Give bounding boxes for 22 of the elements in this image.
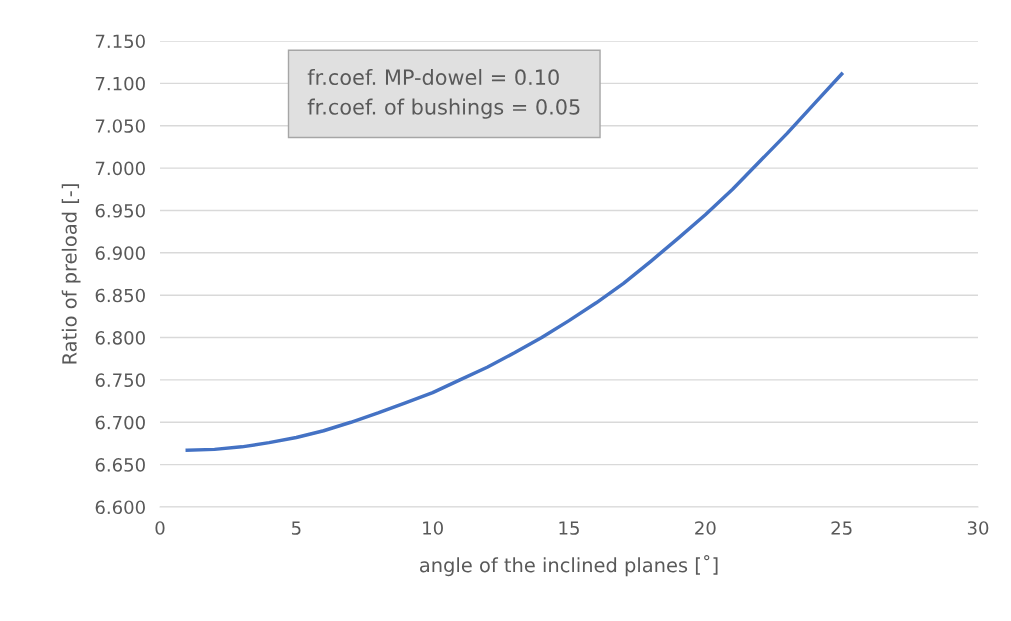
y-tick-label: 7.150 bbox=[95, 34, 145, 49]
x-tick-label: 5 bbox=[291, 521, 301, 535]
y-tick-label: 6.750 bbox=[95, 373, 145, 388]
x-tick-label: 30 bbox=[967, 521, 989, 535]
x-tick-label: 25 bbox=[831, 521, 852, 535]
y-tick-label: 7.100 bbox=[95, 76, 145, 91]
y-tick-label: 7.050 bbox=[95, 119, 145, 133]
x-tick-label: 15 bbox=[559, 521, 579, 535]
y-tick-label: 6.650 bbox=[95, 458, 145, 472]
x-tick-label: 20 bbox=[695, 521, 716, 535]
y-tick-label: 6.700 bbox=[95, 415, 145, 430]
y-tick-label: 6.600 bbox=[95, 500, 145, 515]
y-tick-label: 7.000 bbox=[95, 161, 145, 176]
x-tick-label: 0 bbox=[155, 521, 165, 535]
y-tick-label: 6.800 bbox=[95, 331, 145, 345]
y-axis-title: Ratio of preload [-] bbox=[61, 184, 81, 364]
annotation: fr.coef. MP-dowel = 0.10 fr.coef. of bushings = 0.05 bbox=[307, 68, 580, 119]
x-axis-title: angle of the inclined planes [˚] bbox=[420, 555, 718, 577]
x-tick-label: 10 bbox=[423, 521, 443, 535]
y-tick-label: 6.850 bbox=[95, 288, 145, 303]
y-tick-label: 6.950 bbox=[95, 203, 145, 218]
y-tick-label: 6.900 bbox=[95, 246, 145, 260]
